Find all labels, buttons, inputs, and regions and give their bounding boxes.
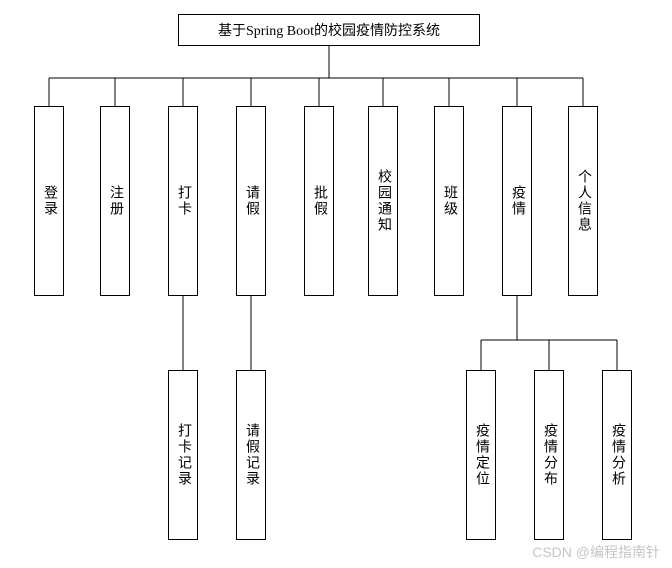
l1-label-profile: 个人信息 xyxy=(573,169,593,233)
l1-node-epidemic: 疫情 xyxy=(502,106,532,296)
l2-node-epi-dist: 疫情分布 xyxy=(534,370,564,540)
l1-node-login: 登录 xyxy=(34,106,64,296)
l2-label-epi-locate: 疫情定位 xyxy=(471,423,491,487)
l1-node-approve: 批假 xyxy=(304,106,334,296)
l1-node-class: 班级 xyxy=(434,106,464,296)
l1-node-register: 注册 xyxy=(100,106,130,296)
l1-label-leave: 请假 xyxy=(241,185,261,217)
watermark: CSDN @编程指南针 xyxy=(532,542,660,562)
l2-label-leave-log: 请假记录 xyxy=(241,423,261,487)
root-label: 基于Spring Boot的校园疫情防控系统 xyxy=(218,20,440,40)
l2-label-punch-log: 打卡记录 xyxy=(173,423,193,487)
l2-node-epi-locate: 疫情定位 xyxy=(466,370,496,540)
l1-label-punch: 打卡 xyxy=(173,185,193,217)
l2-label-epi-analyze: 疫情分析 xyxy=(607,423,627,487)
l2-node-epi-analyze: 疫情分析 xyxy=(602,370,632,540)
l1-node-profile: 个人信息 xyxy=(568,106,598,296)
l1-node-leave: 请假 xyxy=(236,106,266,296)
l1-node-notice: 校园通知 xyxy=(368,106,398,296)
l1-label-login: 登录 xyxy=(39,185,59,217)
l2-node-punch-log: 打卡记录 xyxy=(168,370,198,540)
l2-node-leave-log: 请假记录 xyxy=(236,370,266,540)
l1-label-register: 注册 xyxy=(105,185,125,217)
root-node: 基于Spring Boot的校园疫情防控系统 xyxy=(178,14,480,46)
l1-label-approve: 批假 xyxy=(309,185,329,217)
l2-label-epi-dist: 疫情分布 xyxy=(539,423,559,487)
l1-label-class: 班级 xyxy=(439,185,459,217)
l1-node-punch: 打卡 xyxy=(168,106,198,296)
l1-label-notice: 校园通知 xyxy=(373,169,393,233)
l1-label-epidemic: 疫情 xyxy=(507,185,527,217)
